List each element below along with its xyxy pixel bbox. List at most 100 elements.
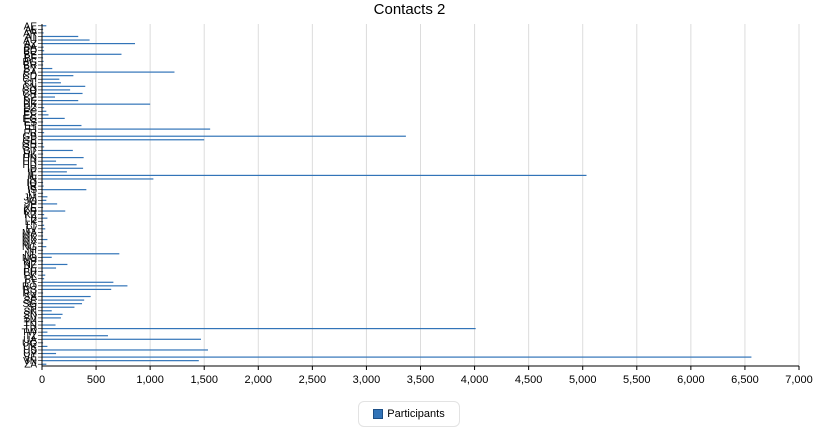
- bar[interactable]: [42, 249, 44, 251]
- bar[interactable]: [42, 356, 752, 358]
- bar[interactable]: [42, 110, 47, 112]
- bar[interactable]: [42, 64, 44, 66]
- bar[interactable]: [42, 53, 122, 55]
- bar[interactable]: [42, 39, 90, 41]
- bar[interactable]: [42, 139, 205, 141]
- bar[interactable]: [42, 228, 46, 230]
- bar[interactable]: [42, 335, 108, 337]
- bar[interactable]: [42, 57, 44, 59]
- bar[interactable]: [42, 89, 71, 91]
- bar[interactable]: [42, 363, 47, 365]
- bar[interactable]: [42, 153, 44, 155]
- bar[interactable]: [42, 267, 57, 269]
- bar[interactable]: [42, 192, 44, 194]
- bar[interactable]: [42, 235, 44, 237]
- bar[interactable]: [42, 327, 476, 330]
- bar[interactable]: [42, 82, 61, 84]
- bar[interactable]: [42, 128, 211, 130]
- bar[interactable]: [42, 338, 201, 340]
- bar[interactable]: [42, 260, 44, 262]
- bar[interactable]: [42, 303, 83, 305]
- bar[interactable]: [42, 99, 79, 102]
- bar[interactable]: [42, 164, 77, 166]
- bar[interactable]: [42, 310, 52, 312]
- bar[interactable]: [42, 256, 52, 258]
- bar[interactable]: [42, 189, 87, 191]
- bar[interactable]: [42, 224, 45, 226]
- bar[interactable]: [42, 107, 45, 109]
- bar[interactable]: [42, 221, 44, 223]
- bar[interactable]: [42, 121, 44, 123]
- bar[interactable]: [42, 203, 58, 205]
- bar[interactable]: [42, 50, 45, 52]
- bar[interactable]: [42, 25, 47, 27]
- bar[interactable]: [42, 278, 45, 280]
- bar[interactable]: [42, 174, 587, 177]
- bar[interactable]: [42, 124, 82, 127]
- bar[interactable]: [42, 185, 44, 187]
- y-tick-label: BF: [24, 53, 37, 64]
- bar[interactable]: [42, 345, 48, 348]
- bar[interactable]: [42, 352, 57, 355]
- bar[interactable]: [42, 78, 60, 80]
- bar[interactable]: [42, 317, 61, 319]
- bar[interactable]: [42, 360, 199, 362]
- y-tick-label: BA: [24, 43, 38, 54]
- legend[interactable]: Participants: [358, 401, 460, 427]
- bar[interactable]: [42, 231, 44, 234]
- bar[interactable]: [42, 96, 55, 98]
- bar[interactable]: [42, 171, 67, 173]
- bar[interactable]: [42, 313, 63, 315]
- bar[interactable]: [42, 320, 44, 323]
- bar[interactable]: [42, 117, 65, 120]
- bar[interactable]: [42, 217, 48, 219]
- bar[interactable]: [42, 146, 45, 148]
- bar[interactable]: [42, 156, 84, 159]
- bar[interactable]: [42, 181, 44, 184]
- bar[interactable]: [42, 92, 83, 95]
- y-tick-label: IT: [28, 189, 37, 200]
- bar[interactable]: [42, 75, 74, 77]
- bar[interactable]: [42, 67, 53, 70]
- bar[interactable]: [42, 103, 151, 105]
- bar[interactable]: [42, 199, 47, 201]
- bar[interactable]: [42, 196, 48, 198]
- bar[interactable]: [42, 32, 44, 34]
- bar[interactable]: [42, 292, 44, 294]
- bar[interactable]: [42, 213, 45, 216]
- bar[interactable]: [42, 263, 68, 266]
- bar[interactable]: [42, 331, 48, 333]
- bar[interactable]: [42, 324, 56, 326]
- bar[interactable]: [42, 295, 91, 298]
- bar[interactable]: [42, 288, 112, 291]
- bar[interactable]: [42, 242, 44, 244]
- bar[interactable]: [42, 135, 406, 137]
- bar[interactable]: [42, 35, 79, 38]
- bar[interactable]: [42, 253, 120, 255]
- bar[interactable]: [42, 206, 44, 209]
- bar[interactable]: [42, 46, 44, 48]
- bar[interactable]: [42, 60, 44, 63]
- bar[interactable]: [42, 306, 75, 308]
- bar[interactable]: [42, 85, 86, 87]
- bar[interactable]: [42, 167, 84, 169]
- bar[interactable]: [42, 238, 48, 241]
- bar[interactable]: [42, 349, 208, 351]
- bar[interactable]: [42, 246, 47, 248]
- bar[interactable]: [42, 28, 44, 30]
- bar[interactable]: [42, 285, 128, 287]
- bar[interactable]: [42, 274, 46, 276]
- bar[interactable]: [42, 210, 66, 212]
- bar[interactable]: [42, 342, 44, 344]
- bar[interactable]: [42, 42, 136, 45]
- bar[interactable]: [42, 114, 49, 116]
- bar[interactable]: [42, 149, 73, 152]
- bar[interactable]: [42, 71, 175, 73]
- bar[interactable]: [42, 178, 154, 180]
- bar[interactable]: [42, 281, 114, 283]
- bar[interactable]: [42, 142, 44, 144]
- bar[interactable]: [42, 299, 85, 301]
- bar[interactable]: [42, 160, 57, 162]
- bar[interactable]: [42, 132, 45, 134]
- bar[interactable]: [42, 270, 44, 273]
